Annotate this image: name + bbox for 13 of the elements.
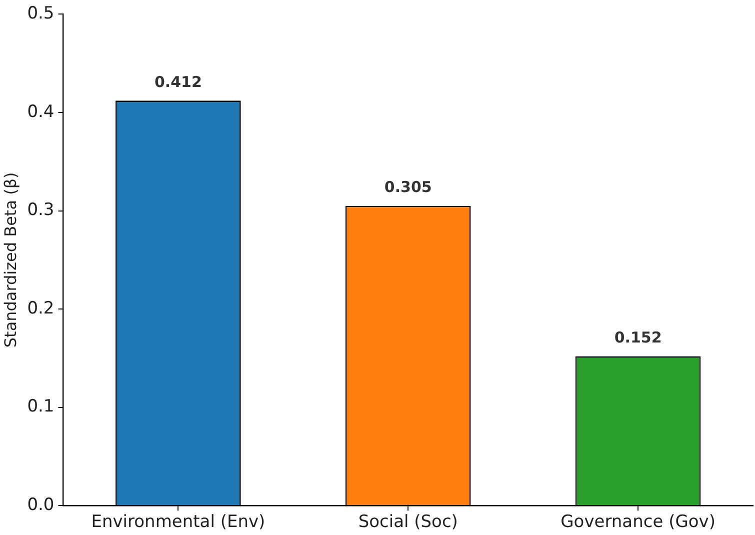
x-tick-label: Environmental (Env): [91, 512, 266, 532]
y-axis-title: Standardized Beta (β): [0, 172, 20, 348]
y-tick-label: 0.0: [27, 495, 54, 516]
y-tick-label: 0.3: [27, 200, 54, 220]
y-tick-label: 0.4: [27, 102, 54, 122]
y-tick-label: 0.1: [27, 396, 54, 417]
x-tick-label: Social (Soc): [358, 512, 458, 532]
data-label: 0.152: [614, 328, 662, 347]
y-tick-label: 0.2: [27, 298, 54, 318]
y-tick-label: 0.5: [27, 4, 54, 24]
data-label: 0.412: [154, 73, 202, 92]
data-label: 0.305: [384, 178, 432, 196]
x-tick-label: Governance (Gov): [560, 512, 716, 532]
